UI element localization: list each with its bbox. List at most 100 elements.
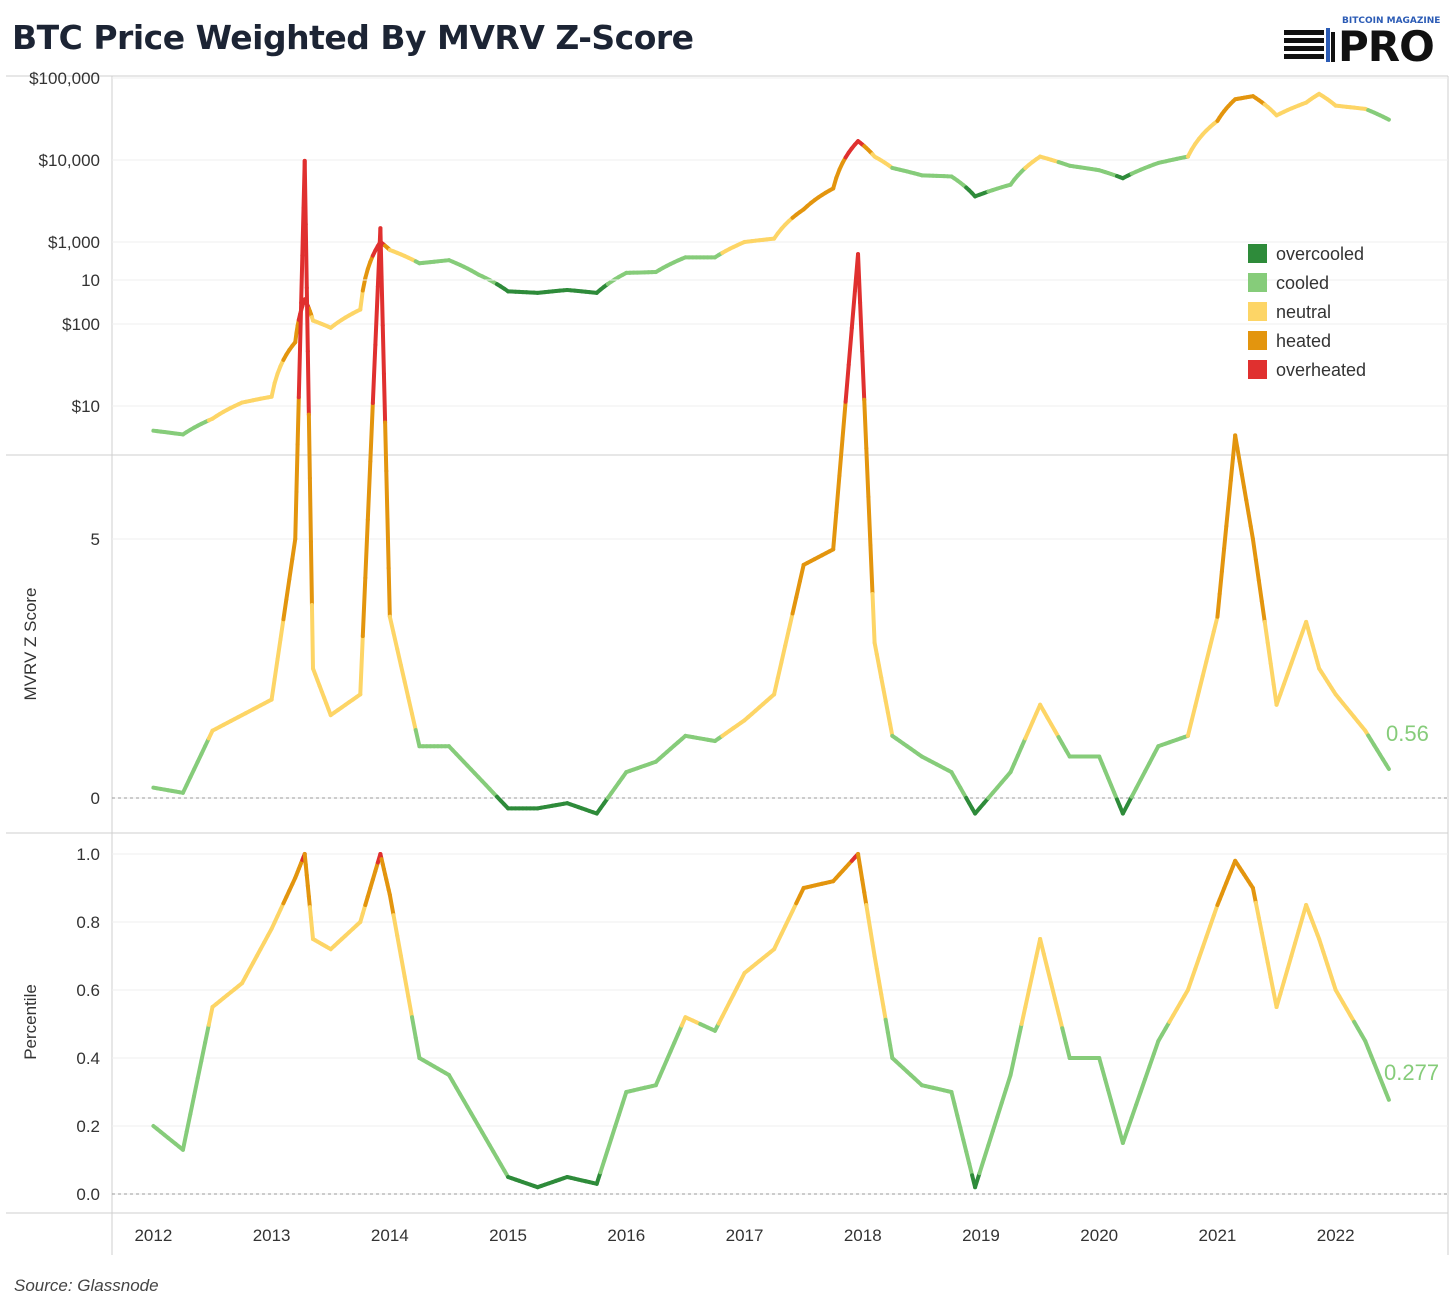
percentile-tick-label: 0.4 xyxy=(76,1049,100,1068)
legend-label-cooled: cooled xyxy=(1276,273,1329,293)
percentile-line-segment xyxy=(195,1058,204,1081)
zscore-line-segment xyxy=(797,562,806,584)
percentile-line-segment xyxy=(1289,941,1298,958)
percentile-line-segment xyxy=(872,954,879,971)
zscore-line-segment xyxy=(410,711,418,733)
zscore-line-segment xyxy=(1217,569,1224,597)
zscore-line-segment xyxy=(365,459,373,522)
percentile-line-segment xyxy=(1004,1073,1013,1092)
price-tick-label: $10,000 xyxy=(39,151,100,170)
percentile-line-segment xyxy=(1019,1005,1028,1026)
logo-brand: BITCOIN MAGAZINE xyxy=(1342,16,1441,26)
percentile-line-segment xyxy=(413,1035,422,1060)
zscore-line-segment xyxy=(299,253,305,305)
percentile-line-segment xyxy=(964,1149,972,1166)
percentile-line-segment xyxy=(395,933,403,958)
price-tick-label: $100,000 xyxy=(29,69,100,88)
percentile-line-segment xyxy=(888,1043,895,1060)
percentile-line-segment xyxy=(1120,1128,1130,1145)
zscore-line-segment xyxy=(1208,629,1216,649)
zscore-line-segment xyxy=(856,252,863,305)
zscore-line-segment xyxy=(1259,599,1267,624)
zscore-line-segment xyxy=(843,362,851,404)
percentile-line-segment xyxy=(1151,1039,1161,1056)
percentile-line-segment xyxy=(885,1030,893,1048)
percentile-line-segment xyxy=(860,877,867,895)
zscore-line-segment xyxy=(395,647,403,668)
percentile-line-segment xyxy=(387,892,396,918)
percentile-line-segment xyxy=(192,1076,200,1099)
legend-label-heated: heated xyxy=(1276,331,1331,351)
x-tick-label: 2015 xyxy=(489,1226,527,1245)
zscore-line-segment xyxy=(864,446,871,499)
zscore-line-segment xyxy=(379,274,385,328)
zscore-tick-label: 10 xyxy=(81,271,100,290)
zscore-line-segment xyxy=(363,517,370,580)
zscore-line-segment xyxy=(866,494,873,548)
zscore-line-segment xyxy=(358,634,365,697)
percentile-line-segment xyxy=(594,1170,603,1186)
percentile-line-segment xyxy=(620,1090,629,1106)
percentile-line-segment xyxy=(406,994,415,1020)
zscore-line-segment xyxy=(1189,704,1198,723)
legend-label-overheated: overheated xyxy=(1276,360,1366,380)
zscore-line-segment xyxy=(1211,614,1220,634)
zscore-line-segment xyxy=(290,537,298,562)
zscore-line-segment xyxy=(1193,689,1201,709)
zscore-line-segment xyxy=(308,539,314,608)
percentile-line-segment xyxy=(1281,966,1290,984)
percentile-line-segment xyxy=(990,1115,1000,1134)
zscore-line-segment xyxy=(775,660,784,681)
zscore-line-segment xyxy=(370,342,378,406)
percentile-line-segment xyxy=(1012,1039,1020,1060)
percentile-line-segment xyxy=(609,1124,618,1140)
x-axis: 2012 2013 2014 2015 2016 2017 2018 2019 2020 2021… xyxy=(134,1226,1354,1245)
zscore-line-segment xyxy=(378,226,384,279)
zscore-line-segment xyxy=(284,577,292,602)
zscore-tick-label: 0 xyxy=(91,789,100,808)
zscore-line-segment xyxy=(360,575,368,639)
price-panel: $10 $100 $1,000 $10,000 $100,000 xyxy=(29,69,1448,437)
percentile-tick-label: 0.8 xyxy=(76,913,100,932)
percentile-line-segment xyxy=(866,915,873,933)
percentile-line-segment xyxy=(1056,1011,1065,1031)
percentile-line-segment xyxy=(1278,979,1286,997)
percentile-line-segment xyxy=(862,890,869,907)
legend-label-overcooled: overcooled xyxy=(1276,244,1364,264)
zscore-line-segment xyxy=(1250,537,1258,562)
x-tick-label: 2018 xyxy=(844,1226,882,1245)
zscore-line-segment xyxy=(1244,498,1251,516)
legend-label-neutral: neutral xyxy=(1276,302,1331,322)
percentile-line-segment xyxy=(1125,1115,1134,1133)
percentile-line-segment xyxy=(955,1113,963,1130)
zscore-line-segment xyxy=(779,643,788,665)
percentile-line-segment xyxy=(199,1040,208,1063)
zscore-line-segment xyxy=(302,158,308,227)
x-tick-label: 2012 xyxy=(134,1226,172,1245)
x-tick-label: 2020 xyxy=(1080,1226,1118,1245)
zscore-line-segment xyxy=(307,476,313,544)
zscore-line-segment xyxy=(1215,592,1222,619)
percentile-line-segment xyxy=(1134,1090,1143,1107)
zscore-line-segment xyxy=(837,436,845,478)
percentile-panel: 0.0 0.2 0.4 0.6 0.8 1.0 Percentile 0.277 xyxy=(21,845,1448,1204)
zscore-line-segment xyxy=(868,543,875,597)
percentile-line-segment xyxy=(410,1015,418,1040)
zscore-line-segment xyxy=(794,579,802,600)
percentile-line-segment xyxy=(1027,971,1035,992)
zscore-line-segment xyxy=(1224,501,1231,529)
zscore-end-label: 0.56 xyxy=(1386,721,1429,746)
panel-frames xyxy=(6,75,1449,1255)
percentile-tick-label: 0.2 xyxy=(76,1117,100,1136)
percentile-line-segment xyxy=(402,974,411,999)
zscore-line-segment xyxy=(269,677,277,702)
zscore-line-segment xyxy=(1235,446,1242,464)
zscore-line-segment xyxy=(783,627,791,648)
percentile-line-segment xyxy=(986,1129,995,1148)
percentile-line-segment xyxy=(1015,1022,1024,1043)
zscore-line-segment xyxy=(1242,485,1249,503)
percentile-line-segment xyxy=(184,1112,193,1134)
price-line-segment xyxy=(358,288,365,312)
zscore-line-segment xyxy=(1265,640,1273,666)
zscore-line-segment xyxy=(1246,511,1253,529)
